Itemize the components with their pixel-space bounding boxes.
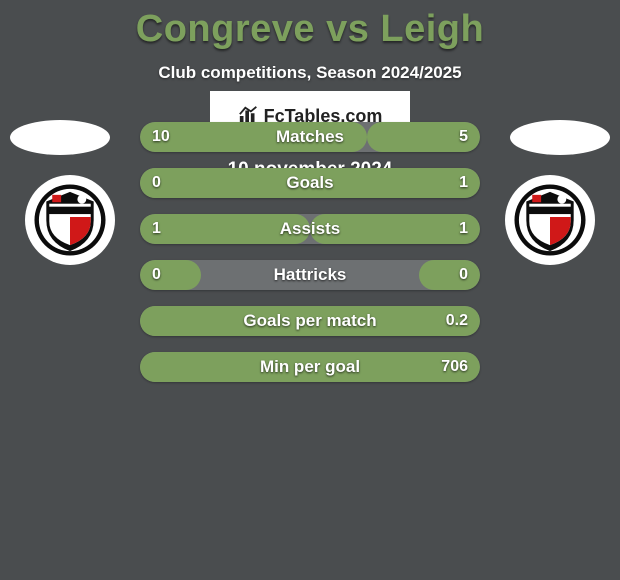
stat-val-right: 706 <box>441 352 468 382</box>
shield-icon <box>33 183 107 257</box>
left-ellipse <box>10 120 110 155</box>
left-team-badge <box>25 175 115 265</box>
stat-label: Matches <box>140 122 480 152</box>
stat-val-right: 1 <box>459 214 468 244</box>
stat-val-left: 0 <box>152 168 161 198</box>
stat-row: Min per goal706 <box>140 352 480 382</box>
stat-val-left: 1 <box>152 214 161 244</box>
stat-row: Matches10 5 <box>140 122 480 152</box>
stat-val-right: 1 <box>459 168 468 198</box>
stat-row: Hattricks0 0 <box>140 260 480 290</box>
right-ellipse <box>510 120 610 155</box>
stat-val-left: 10 <box>152 122 170 152</box>
stat-label: Hattricks <box>140 260 480 290</box>
stat-rows: Matches105Goals01Assists11Hattricks00Goa… <box>140 122 480 398</box>
stat-val-right: 0.2 <box>446 306 468 336</box>
subtitle: Club competitions, Season 2024/2025 <box>0 63 620 83</box>
right-team-badge <box>505 175 595 265</box>
stat-val-right: 0 <box>459 260 468 290</box>
stat-row: Goals0 1 <box>140 168 480 198</box>
page-title: Congreve vs Leigh <box>0 0 620 51</box>
stat-row: Assists1 1 <box>140 214 480 244</box>
stat-label: Min per goal <box>140 352 480 382</box>
stat-val-right: 5 <box>459 122 468 152</box>
shield-icon <box>513 183 587 257</box>
stat-val-left: 0 <box>152 260 161 290</box>
stat-row: Goals per match0.2 <box>140 306 480 336</box>
stat-label: Goals <box>140 168 480 198</box>
stat-label: Assists <box>140 214 480 244</box>
stat-label: Goals per match <box>140 306 480 336</box>
